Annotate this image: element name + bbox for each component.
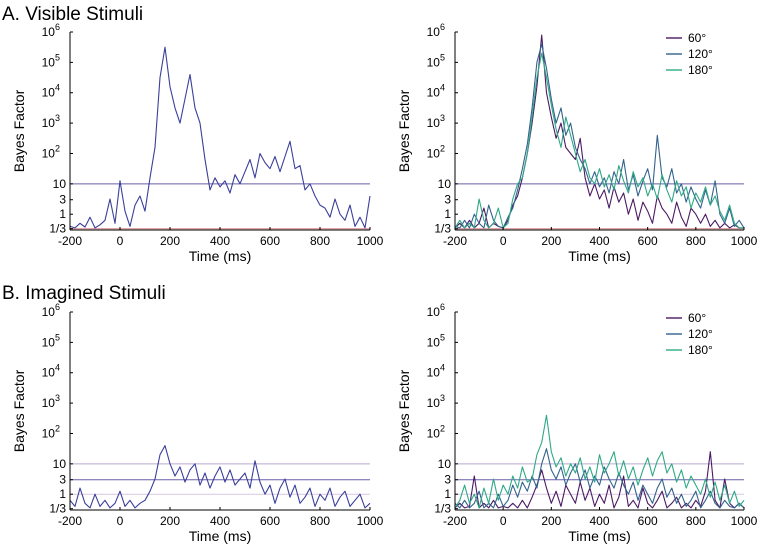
visible-average-chart: -200 0 200 400 600 800 1000 1/313 10 102 103 104 105… xyxy=(11,22,384,264)
y-tick-label: 103 xyxy=(427,393,445,410)
y-tick-label: 1 xyxy=(444,207,451,221)
x-tick-label: 1000 xyxy=(357,514,384,528)
y-tick-label: 1 xyxy=(59,487,66,501)
y-tick-label: 10 xyxy=(438,177,452,191)
x-tick-label: 400 xyxy=(210,514,230,528)
y-tick-label: 10 xyxy=(438,457,452,471)
x-tick-label: -200 xyxy=(58,514,82,528)
y-tick-label: 105 xyxy=(42,52,60,69)
x-tick-label: 200 xyxy=(541,234,561,248)
y-tick-label: 106 xyxy=(427,302,445,319)
y-tick-label: 1/3 xyxy=(434,502,451,516)
x-tick-label: 400 xyxy=(589,514,609,528)
y-tick-label: 102 xyxy=(427,423,445,440)
x-tick-label: 0 xyxy=(117,514,124,528)
legend-label: 180° xyxy=(688,343,713,357)
x-tick-label: 0 xyxy=(500,234,507,248)
x-tick-label: -200 xyxy=(58,234,82,248)
x-tick-label: 1000 xyxy=(357,234,384,248)
x-tick-label: 200 xyxy=(160,234,180,248)
y-tick-label: 105 xyxy=(42,332,60,349)
y-axis-label: Bayes Factor xyxy=(11,89,27,172)
y-tick-label: 10 xyxy=(53,177,67,191)
x-tick-label: 400 xyxy=(210,234,230,248)
x-tick-label: 1000 xyxy=(731,514,758,528)
x-tick-label: 800 xyxy=(310,514,330,528)
x-tick-label: 600 xyxy=(260,234,280,248)
x-tick-label: 200 xyxy=(541,514,561,528)
x-tick-label: 600 xyxy=(638,514,658,528)
y-tick-label: 10 xyxy=(53,457,67,471)
y-tick-label: 3 xyxy=(59,473,66,487)
y-tick-label: 1/3 xyxy=(434,222,451,236)
y-axis-label: Bayes Factor xyxy=(11,369,27,452)
y-tick-label: 1/3 xyxy=(49,502,66,516)
y-tick-label: 104 xyxy=(42,83,60,100)
x-axis-label: Time (ms) xyxy=(568,248,630,264)
x-tick-label: 1000 xyxy=(731,234,758,248)
series-line-3 xyxy=(454,52,744,229)
y-tick-label: 103 xyxy=(427,113,445,130)
x-tick-label: 800 xyxy=(686,234,706,248)
x-tick-label: 600 xyxy=(260,514,280,528)
y-tick-label: 106 xyxy=(427,22,445,39)
legend-label: 60° xyxy=(688,311,706,325)
x-tick-label: 0 xyxy=(500,514,507,528)
x-tick-label: -200 xyxy=(443,514,467,528)
y-tick-label: 104 xyxy=(427,83,445,100)
y-tick-label: 104 xyxy=(427,363,445,380)
y-tick-label: 1 xyxy=(444,487,451,501)
y-tick-label: 1/3 xyxy=(49,222,66,236)
y-axis-label: Bayes Factor xyxy=(396,89,412,172)
legend-label: 120° xyxy=(688,47,713,61)
x-tick-label: 800 xyxy=(310,234,330,248)
y-tick-label: 3 xyxy=(59,193,66,207)
x-tick-label: -200 xyxy=(443,234,467,248)
series-line-2 xyxy=(454,448,745,509)
y-tick-label: 106 xyxy=(42,22,60,39)
visible-angles-chart: -200 0 200 400 600 800 1000 1/313 10 102 103 104 105… xyxy=(396,22,758,264)
y-axis-label: Bayes Factor xyxy=(396,369,412,452)
y-tick-label: 3 xyxy=(444,193,451,207)
x-tick-label: 800 xyxy=(686,514,706,528)
y-tick-label: 104 xyxy=(42,363,60,380)
x-axis-label: Time (ms) xyxy=(189,528,251,544)
y-tick-label: 103 xyxy=(42,393,60,410)
legend-label: 120° xyxy=(688,327,713,341)
y-tick-label: 105 xyxy=(427,332,445,349)
series-line-1 xyxy=(69,445,371,509)
section-title-visible: A. Visible Stimuli xyxy=(2,4,144,25)
y-tick-label: 105 xyxy=(427,52,445,69)
section-title-imagined: B. Imagined Stimuli xyxy=(2,283,166,304)
imagined-average-chart: -200 0 200 400 600 800 1000 1/313 10 102 103 104 105… xyxy=(11,302,384,544)
x-tick-label: 600 xyxy=(638,234,658,248)
y-tick-label: 106 xyxy=(42,302,60,319)
legend-label: 180° xyxy=(688,63,713,77)
x-axis-label: Time (ms) xyxy=(189,248,251,264)
legend-label: 60° xyxy=(688,31,706,45)
series-line-1 xyxy=(69,46,371,229)
y-tick-label: 1 xyxy=(59,207,66,221)
y-tick-label: 103 xyxy=(42,113,60,130)
x-tick-label: 0 xyxy=(117,234,124,248)
y-tick-label: 102 xyxy=(42,423,60,440)
x-tick-label: 400 xyxy=(589,234,609,248)
y-tick-label: 102 xyxy=(42,143,60,160)
x-axis-label: Time (ms) xyxy=(568,528,630,544)
y-tick-label: 3 xyxy=(444,473,451,487)
y-tick-label: 102 xyxy=(427,143,445,160)
x-tick-label: 200 xyxy=(160,514,180,528)
imagined-angles-chart: -200 0 200 400 600 800 1000 1/313 10 102 103 104 105… xyxy=(396,302,758,544)
series-line-3 xyxy=(454,414,745,509)
